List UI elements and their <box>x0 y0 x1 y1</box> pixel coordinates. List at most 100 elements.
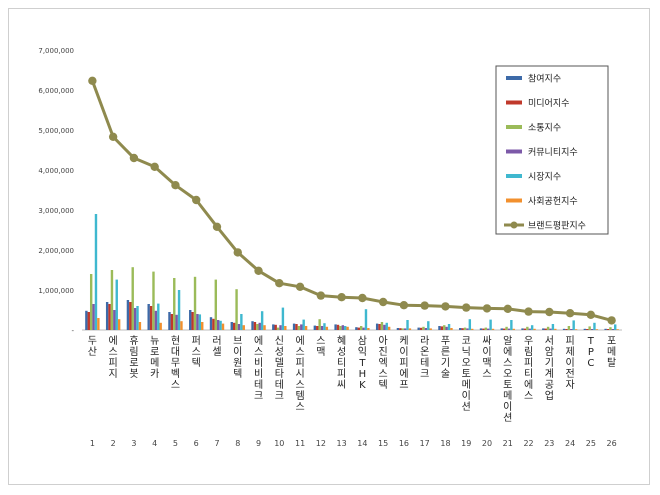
bar <box>510 320 513 330</box>
bar <box>380 322 384 330</box>
legend-label: 참여지수 <box>528 73 561 85</box>
line-point <box>462 303 471 312</box>
bar <box>235 289 238 330</box>
category-rank-label: 13 <box>337 439 347 448</box>
bar <box>221 323 225 330</box>
bar <box>378 324 381 330</box>
category-rank-label: 24 <box>565 439 575 448</box>
category-rank-label: 15 <box>378 439 388 448</box>
bar <box>375 323 379 330</box>
bar <box>554 328 557 330</box>
line-point <box>150 162 159 171</box>
bar <box>595 329 599 330</box>
bar <box>201 322 204 330</box>
bar <box>399 328 402 330</box>
bar <box>611 329 615 330</box>
bar <box>108 304 111 330</box>
bar <box>586 329 589 330</box>
bar <box>147 304 150 330</box>
bar <box>357 327 360 330</box>
bar <box>212 318 215 330</box>
bar <box>502 328 506 330</box>
bar <box>189 310 192 330</box>
bar <box>251 321 254 330</box>
line-point <box>233 248 242 257</box>
line-point <box>503 304 512 313</box>
bar <box>461 328 464 330</box>
line-point <box>399 301 409 310</box>
bar <box>263 325 266 330</box>
bar <box>131 267 134 330</box>
bar <box>318 319 321 330</box>
bar <box>346 326 349 330</box>
line-point <box>441 302 450 311</box>
category-rank-label: 7 <box>214 439 219 448</box>
bar <box>487 328 490 330</box>
bar <box>523 328 527 330</box>
line-point <box>482 304 492 313</box>
line-point <box>192 195 201 205</box>
bar <box>479 328 483 330</box>
category-rank-label: 18 <box>440 439 450 448</box>
legend-swatch <box>506 149 522 154</box>
category-rank-label: 6 <box>194 439 199 448</box>
bar <box>408 328 412 330</box>
bar <box>339 326 342 330</box>
line-point <box>108 132 118 141</box>
bar <box>542 328 545 330</box>
bar <box>526 326 529 330</box>
bar <box>152 271 155 330</box>
category-rank-label: 12 <box>316 439 326 448</box>
bar <box>355 327 358 330</box>
bar <box>521 328 524 330</box>
bar <box>219 320 222 330</box>
bar <box>260 311 264 330</box>
y-tick-label: 4,000,000 <box>38 167 74 175</box>
bar <box>198 314 202 330</box>
bar <box>417 327 420 330</box>
line-series-group <box>88 76 616 325</box>
bar <box>87 312 90 330</box>
bar <box>572 320 575 330</box>
legend-label: 커뮤니티지수 <box>528 147 578 158</box>
category-rank-label: 14 <box>357 439 367 448</box>
line-point <box>420 301 429 310</box>
bar <box>240 314 243 330</box>
y-tick-label: 6,000,000 <box>38 87 74 95</box>
bar <box>230 322 233 330</box>
bar <box>590 329 594 330</box>
y-tick-label: 7,000,000 <box>38 47 74 55</box>
line-point <box>316 291 326 300</box>
bar <box>276 327 280 330</box>
bar <box>500 328 503 330</box>
bar <box>387 326 391 330</box>
bar <box>117 319 121 330</box>
bar <box>367 328 370 330</box>
bar <box>463 327 467 330</box>
y-tick-label: 1,000,000 <box>38 287 74 295</box>
bar <box>438 326 441 330</box>
bar <box>193 276 197 330</box>
y-tick-label: 3,000,000 <box>38 207 74 215</box>
bar <box>302 319 305 330</box>
bar <box>173 278 176 330</box>
category-rank-label: 26 <box>607 439 617 448</box>
bar <box>383 324 386 330</box>
bar <box>406 320 409 330</box>
bar <box>180 321 183 330</box>
bar <box>359 326 363 330</box>
bar <box>491 328 495 330</box>
bar <box>466 328 469 330</box>
category-rank-label: 19 <box>461 439 471 448</box>
